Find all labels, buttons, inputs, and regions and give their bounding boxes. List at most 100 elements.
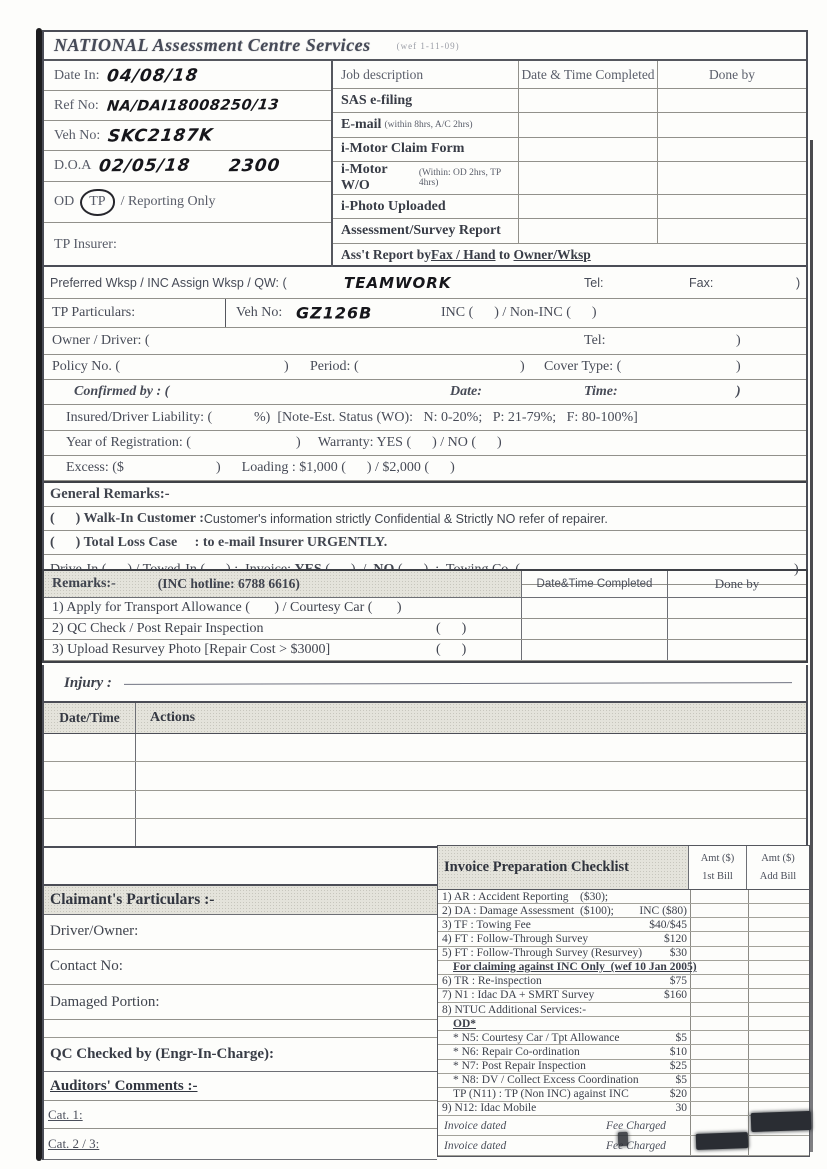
cover-close-paren: ) (736, 359, 741, 374)
remarks-done-cell (668, 640, 806, 660)
wksp-fax-label: Fax: (689, 275, 714, 290)
invoice-checklist-row: TP (N11) : TP (Non INC) against INC $20 (438, 1087, 809, 1102)
invoice-item-amount: $160 (664, 989, 687, 1002)
veh-no-value: SKC2187K (107, 125, 215, 146)
year-registration-label: Year of Registration: ( (66, 435, 191, 450)
walk-in-text: Customer's information strictly Confiden… (203, 511, 608, 526)
doa-label: D.O.A (54, 158, 92, 173)
add-bill-cell (749, 904, 809, 917)
total-loss-label: ( ) Total Loss Case : to e-mail Insurer … (50, 534, 388, 550)
first-bill-cell (691, 1017, 749, 1031)
confirmed-time-label: Time: (584, 384, 618, 399)
preferred-wksp-row: Preferred Wksp / INC Assign Wksp / QW: (… (44, 267, 806, 299)
auditors-comments-label: Auditors' Comments :- (50, 1077, 198, 1094)
ink-stamp (695, 1132, 749, 1150)
remarks-row: 3) Upload Resurvey Photo [Repair Cost > … (44, 640, 806, 661)
job-note: (within 8hrs, A/C 2hrs) (384, 119, 473, 130)
add-bill-cell (749, 961, 809, 974)
invoice-checklist-row: OD* (438, 1017, 809, 1032)
job-description-header: Job description (333, 61, 519, 88)
doa-row: D.O.A 02/05/18 2300 (44, 151, 331, 182)
contact-no-row: Contact No: (44, 950, 437, 985)
date-time-completed-header: Date & Time Completed (519, 61, 658, 88)
confirmed-by-row: Confirmed by : ( Date: Time: ) (44, 380, 806, 405)
period-close-paren: ) (520, 359, 525, 374)
qc-checked-label: QC Checked by (Engr-In-Charge): (50, 1045, 275, 1062)
liability-note: %) [Note-Est. Status (WO): N: 0-20%; P: … (254, 409, 638, 425)
remarks-done-cell (668, 619, 806, 639)
job-table-row: i-Photo Uploaded (333, 194, 806, 220)
year-registration-row: Year of Registration: ( ) Warranty: YES … (44, 431, 806, 456)
remarks-table: Remarks:- (INC hotline: 6788 6616) Date&… (42, 569, 808, 663)
confirmed-close-paren: ) (736, 384, 741, 399)
invoice-checklist-header: Invoice Preparation Checklist Amt ($) 1s… (438, 846, 809, 890)
invoice-item-amount: INC ($80) (639, 904, 687, 917)
tp-insurer-row: TP Insurer: (44, 223, 331, 267)
job-done-cell (658, 138, 806, 161)
invoice-checklist-row: * N6: Repair Co-ordination $10 (438, 1045, 809, 1060)
job-table-row: i-Motor Claim Form (333, 137, 806, 162)
first-bill-cell (691, 1045, 749, 1059)
damaged-portion-label: Damaged Portion: (50, 993, 160, 1010)
job-table-row: SAS e-filing (333, 89, 806, 114)
particulars-block: Preferred Wksp / INC Assign Wksp / QW: (… (42, 267, 808, 585)
invoice-checklist-row: * N7: Post Repair Inspection $25 (438, 1059, 809, 1074)
invoice-dated-label: Invoice dated (444, 1139, 507, 1152)
job-done-cell (658, 219, 806, 242)
liability-row: Insured/Driver Liability: ( %) [Note-Est… (44, 405, 806, 431)
invoice-checklist-table: Invoice Preparation Checklist Amt ($) 1s… (437, 845, 812, 1157)
invoice-item-text: * N5: Courtesy Car / Tpt Allowance (453, 1031, 620, 1044)
first-bill-cell (691, 960, 749, 974)
remarks-header-row: Remarks:- (INC hotline: 6788 6616) Date&… (44, 571, 806, 598)
actions-empty-row (44, 762, 806, 791)
period-label: Period: ( (310, 359, 359, 374)
policy-row: Policy No. ( ) Period: ( ) Cover Type: (… (44, 355, 806, 380)
invoice-item-text: 5) FT : Follow-Through Survey (Resurvey) (442, 947, 643, 960)
actions-header: Actions (150, 710, 196, 725)
invoice-item-amount: $40/$45 (649, 918, 687, 931)
form-title-note: (wef 1-11-09) (396, 40, 460, 51)
job-done-cell (658, 113, 806, 136)
add-bill-cell (749, 918, 809, 931)
ref-no-value: NA/DAI18008250/13 (105, 96, 280, 115)
job-label: SAS e-filing (341, 92, 413, 108)
amt-label: Amt ($) (700, 853, 735, 864)
actions-empty-row (44, 734, 806, 763)
remarks-done-cell (668, 598, 806, 618)
doa-time-value: 2300 (227, 155, 282, 177)
remarks-row: 2) QC Check / Post Repair Inspection ( ) (44, 619, 806, 640)
contact-no-label: Contact No: (50, 958, 123, 975)
preferred-wksp-value: TEAMWORK (344, 273, 452, 292)
first-bill-label: 1st Bill (702, 871, 733, 882)
date-in-label: Date In: (54, 67, 100, 83)
tp-veh-no-value: GZ126B (296, 303, 373, 323)
first-bill-cell (691, 946, 749, 960)
policy-close-paren: ) (284, 359, 289, 374)
invoice-dated-label: Invoice dated (444, 1119, 507, 1132)
total-loss-row: ( ) Total Loss Case : to e-mail Insurer … (44, 531, 806, 555)
inc-hotline-label: (INC hotline: 6788 6616) (157, 576, 300, 591)
first-bill-cell (691, 1003, 749, 1017)
invoice-item-amount: $25 (669, 1060, 687, 1073)
first-bill-cell (691, 890, 749, 904)
wksp-close-paren: ) (796, 275, 801, 290)
invoice-item-text: OD* (453, 1017, 476, 1030)
cover-type-label: Cover Type: ( (544, 359, 622, 374)
fee-charged-label: Fee Charged (606, 1119, 666, 1132)
asst-report-prefix: Ass't Report by (341, 247, 431, 263)
job-note: (Within: OD 2hrs, TP 4hrs) (418, 167, 501, 188)
invoice-checklist-row: 5) FT : Follow-Through Survey (Resurvey)… (438, 946, 809, 961)
invoice-item-amount: $120 (664, 932, 687, 945)
add-bill-cell (749, 1045, 809, 1058)
invoice-checklist-row: 1) AR : Accident Reporting ($30); (438, 890, 809, 905)
job-date-cell (519, 219, 658, 243)
invoice-item-amount: $5 (675, 1031, 688, 1044)
ref-no-label: Ref No: (54, 97, 99, 113)
form-title: NATIONAL Assessment Centre Services (54, 35, 371, 55)
first-bill-cell (691, 1059, 749, 1073)
invoice-checklist-row: 4) FT : Follow-Through Survey $120 (438, 932, 809, 947)
add-bill-cell (749, 1017, 809, 1030)
job-label: i-Photo Uploaded (341, 198, 446, 214)
job-table-row: E-mail (within 8hrs, A/C 2hrs) (333, 113, 806, 138)
